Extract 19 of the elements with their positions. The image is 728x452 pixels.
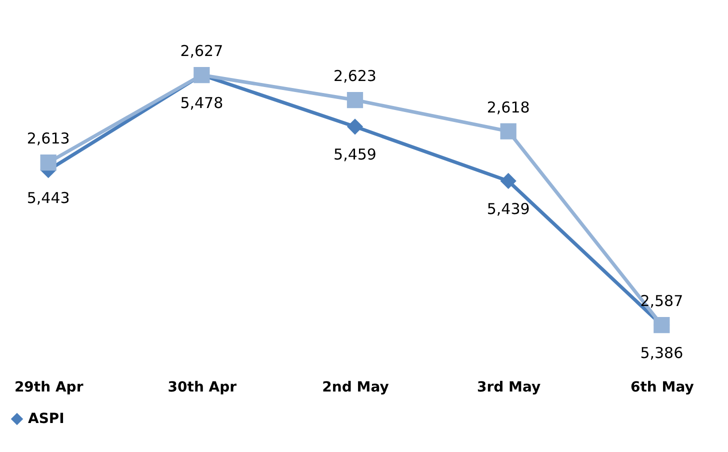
point (40, 154, 56, 171)
x-tick-label: 30th Apr (168, 380, 237, 396)
x-tick-label: 2nd May (322, 380, 389, 396)
data-label: 5,459 (334, 146, 376, 164)
x-tick-label: 29th Apr (14, 380, 84, 396)
x-tick-label: 6th May (630, 380, 694, 396)
data-label: 2,613 (26, 130, 70, 148)
data-label: 2,618 (486, 98, 530, 116)
legend-label: ASPI (28, 411, 64, 427)
data-label: 2,623 (334, 67, 376, 85)
x-tick-label: 3rd May (477, 380, 541, 396)
point (346, 92, 364, 108)
data-label: 5,478 (180, 94, 224, 112)
data-label: 2,627 (180, 42, 224, 60)
data-label: 5,443 (26, 189, 70, 208)
data-label: 5,386 (640, 344, 684, 362)
data-label: 5,439 (486, 200, 530, 218)
data-label: 2,587 (640, 292, 684, 310)
point (500, 123, 516, 140)
